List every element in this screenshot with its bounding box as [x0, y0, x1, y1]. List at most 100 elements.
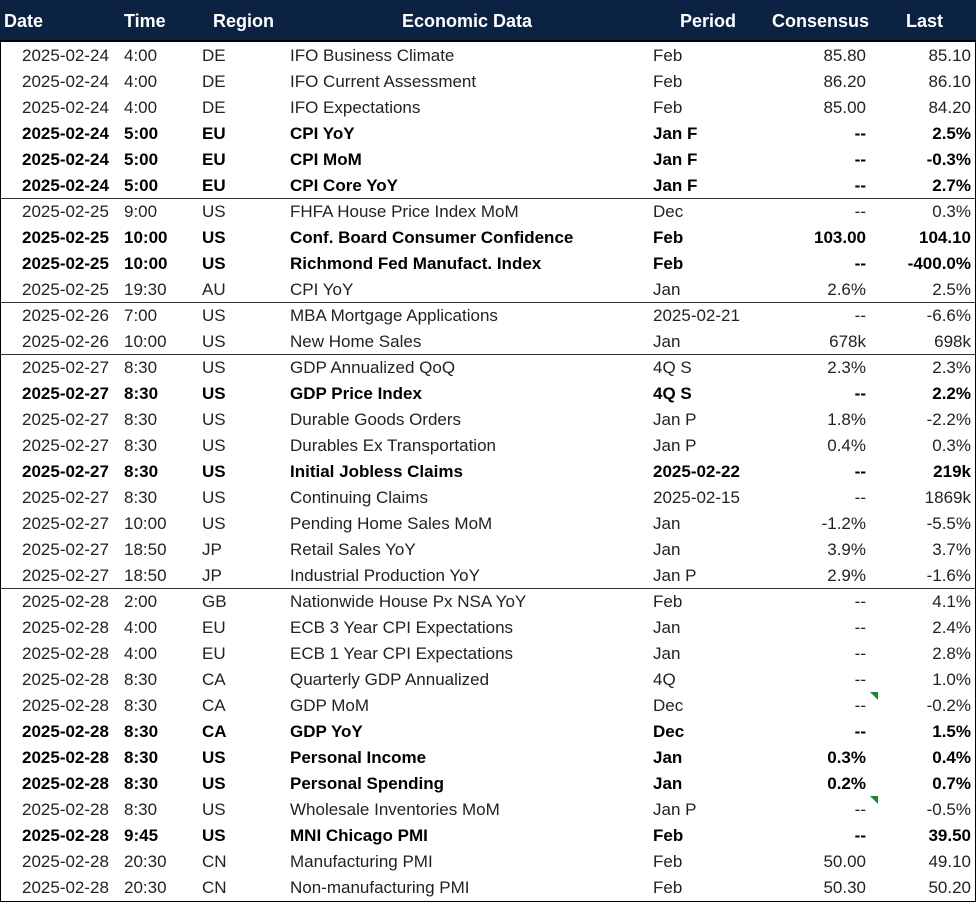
last-cell: 0.7%	[932, 774, 971, 793]
last-cell: 0.3%	[932, 202, 971, 221]
period-cell: Jan F	[653, 124, 698, 143]
region-cell: CA	[202, 696, 226, 715]
time-cell: 8:30	[124, 410, 158, 429]
date-cell: 2025-02-28	[22, 800, 109, 819]
time-cell: 10:00	[124, 254, 168, 273]
last-cell: -0.2%	[926, 696, 971, 715]
region-cell: US	[202, 436, 226, 455]
consensus-cell: 85.80	[823, 46, 866, 65]
event-cell: New Home Sales	[290, 332, 422, 351]
time-header: Time	[124, 11, 166, 31]
last-cell: 2.7%	[932, 176, 971, 195]
date-cell: 2025-02-28	[22, 774, 109, 793]
event-cell: Initial Jobless Claims	[290, 462, 463, 481]
date-cell: 2025-02-27	[22, 540, 109, 559]
time-cell: 20:30	[124, 878, 167, 897]
region-cell: EU	[202, 618, 226, 637]
date-cell: 2025-02-24	[22, 98, 109, 117]
last-cell: 2.2%	[932, 384, 971, 403]
time-cell: 5:00	[124, 176, 159, 195]
last-cell: 3.7%	[932, 540, 971, 559]
last-cell: 2.8%	[932, 644, 971, 663]
time-cell: 8:30	[124, 670, 158, 689]
region-cell: DE	[202, 72, 226, 91]
last-cell: 2.5%	[932, 124, 971, 143]
period-cell: Jan P	[653, 566, 697, 585]
event-cell: CPI YoY	[290, 124, 355, 143]
date-cell: 2025-02-25	[22, 228, 109, 247]
consensus-cell: --	[854, 592, 866, 611]
time-cell: 7:00	[124, 306, 158, 325]
last-cell: 85.10	[928, 46, 971, 65]
time-cell: 4:00	[124, 98, 158, 117]
period-cell: Jan	[653, 280, 681, 299]
last-cell: 2.3%	[932, 358, 971, 377]
time-cell: 19:30	[124, 280, 167, 299]
event-cell: Personal Income	[290, 748, 427, 767]
event-cell: Industrial Production YoY	[290, 566, 480, 585]
time-cell: 8:30	[124, 774, 159, 793]
period-cell: Jan	[653, 514, 681, 533]
consensus-cell: --	[854, 176, 866, 195]
time-cell: 8:30	[124, 358, 158, 377]
date-cell: 2025-02-28	[22, 696, 109, 715]
last-cell: 4.1%	[932, 592, 971, 611]
date-cell: 2025-02-28	[22, 644, 109, 663]
last-cell: 1869k	[924, 488, 971, 507]
date-cell: 2025-02-28	[22, 670, 109, 689]
last-cell: 86.10	[928, 72, 971, 91]
time-cell: 10:00	[124, 332, 167, 351]
consensus-cell: 86.20	[823, 72, 866, 91]
time-cell: 4:00	[124, 618, 158, 637]
period-cell: Feb	[653, 254, 684, 273]
date-cell: 2025-02-27	[22, 488, 109, 507]
period-cell: Feb	[653, 826, 684, 845]
period-cell: Jan	[653, 618, 681, 637]
date-cell: 2025-02-27	[22, 462, 109, 481]
region-cell: US	[202, 228, 226, 247]
date-cell: 2025-02-27	[22, 358, 109, 377]
region-cell: CA	[202, 670, 226, 689]
last-header: Last	[906, 11, 944, 31]
region-cell: EU	[202, 176, 226, 195]
region-cell: GB	[202, 592, 227, 611]
time-cell: 18:50	[124, 540, 167, 559]
consensus-cell: --	[854, 644, 866, 663]
last-cell: 104.10	[919, 228, 971, 247]
consensus-cell: 0.2%	[827, 774, 866, 793]
time-cell: 9:45	[124, 826, 159, 845]
region-cell: US	[202, 774, 226, 793]
event-cell: Non-manufacturing PMI	[290, 878, 470, 897]
period-cell: Jan P	[653, 436, 697, 455]
event-cell: Manufacturing PMI	[290, 852, 433, 871]
last-cell: 1.0%	[932, 670, 971, 689]
consensus-cell: 85.00	[823, 98, 866, 117]
event-cell: CPI YoY	[290, 280, 354, 299]
event-cell: Richmond Fed Manufact. Index	[290, 254, 542, 273]
period-cell: Feb	[653, 878, 683, 897]
period-cell: Feb	[653, 852, 683, 871]
date-cell: 2025-02-28	[22, 852, 109, 871]
consensus-cell: 2.6%	[827, 280, 866, 299]
region-cell: US	[202, 462, 226, 481]
region-cell: US	[202, 254, 226, 273]
period-cell: Dec	[653, 202, 684, 221]
last-cell: -400.0%	[907, 254, 971, 273]
consensus-cell: --	[854, 124, 866, 143]
consensus-cell: 678k	[829, 332, 866, 351]
date-cell: 2025-02-28	[22, 748, 109, 767]
time-cell: 4:00	[124, 72, 158, 91]
event-header: Economic Data	[401, 11, 533, 31]
event-cell: Quarterly GDP Annualized	[290, 670, 490, 689]
region-cell: CN	[202, 852, 227, 871]
consensus-cell: 2.9%	[827, 566, 866, 585]
group-separator	[0, 354, 976, 355]
region-cell: EU	[202, 150, 226, 169]
comment-marker	[870, 796, 878, 804]
consensus-cell: --	[854, 696, 866, 715]
group-separator	[0, 588, 976, 589]
consensus-cell: 0.4%	[827, 436, 866, 455]
region-cell: US	[202, 800, 226, 819]
event-cell: CPI MoM	[290, 150, 362, 169]
consensus-cell: 103.00	[814, 228, 866, 247]
